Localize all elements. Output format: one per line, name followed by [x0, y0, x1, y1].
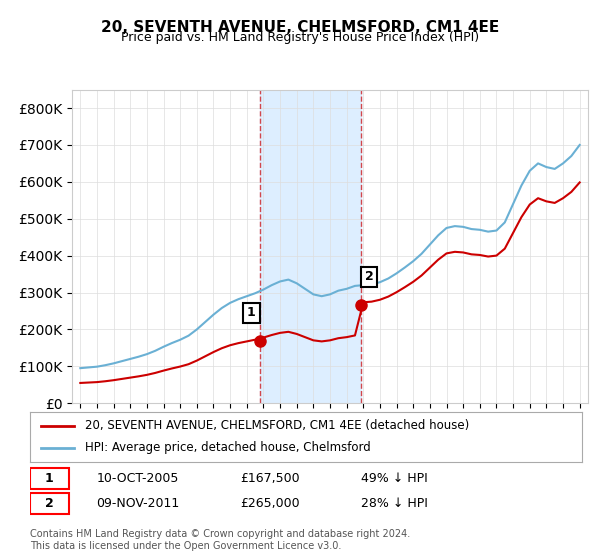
Text: Price paid vs. HM Land Registry's House Price Index (HPI): Price paid vs. HM Land Registry's House …: [121, 31, 479, 44]
Text: Contains HM Land Registry data © Crown copyright and database right 2024.
This d: Contains HM Land Registry data © Crown c…: [30, 529, 410, 551]
Text: 49% ↓ HPI: 49% ↓ HPI: [361, 472, 428, 485]
Text: £265,000: £265,000: [240, 497, 299, 510]
Text: £167,500: £167,500: [240, 472, 299, 485]
Text: 20, SEVENTH AVENUE, CHELMSFORD, CM1 4EE: 20, SEVENTH AVENUE, CHELMSFORD, CM1 4EE: [101, 20, 499, 35]
Text: HPI: Average price, detached house, Chelmsford: HPI: Average price, detached house, Chel…: [85, 441, 371, 454]
Text: 1: 1: [247, 306, 256, 319]
FancyBboxPatch shape: [30, 468, 68, 489]
Bar: [260, 90, 361, 403]
Text: 10-OCT-2005: 10-OCT-2005: [96, 472, 179, 485]
Text: 28% ↓ HPI: 28% ↓ HPI: [361, 497, 428, 510]
Text: 09-NOV-2011: 09-NOV-2011: [96, 497, 179, 510]
Text: 20, SEVENTH AVENUE, CHELMSFORD, CM1 4EE (detached house): 20, SEVENTH AVENUE, CHELMSFORD, CM1 4EE …: [85, 419, 469, 432]
FancyBboxPatch shape: [30, 493, 68, 514]
Text: 1: 1: [45, 472, 53, 485]
Text: 2: 2: [45, 497, 53, 510]
Text: 2: 2: [365, 270, 373, 283]
